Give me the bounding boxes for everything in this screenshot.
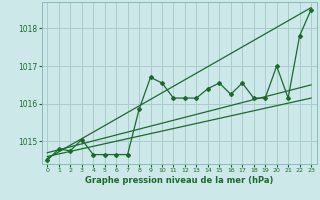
X-axis label: Graphe pression niveau de la mer (hPa): Graphe pression niveau de la mer (hPa)	[85, 176, 273, 185]
